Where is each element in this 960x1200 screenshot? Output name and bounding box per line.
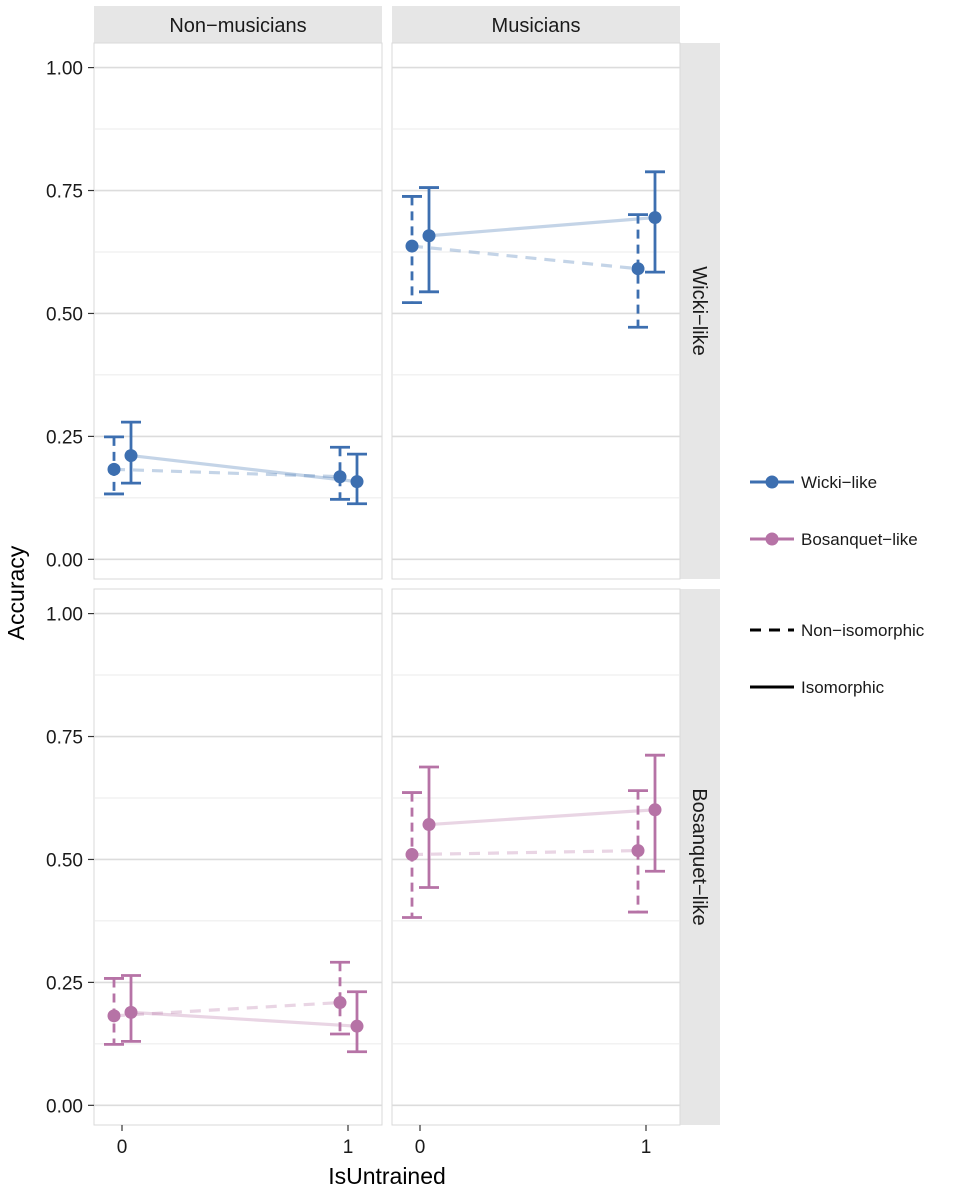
panel-data-r1-c0 xyxy=(104,960,367,1054)
legend-key-wicki-point xyxy=(765,475,779,489)
panel-background xyxy=(391,588,681,1126)
panel-background xyxy=(391,42,681,580)
data-point xyxy=(631,262,645,276)
x-tick-label: 1 xyxy=(343,1137,354,1158)
axes-layer: 0.00 0.25 0.50 0.75 1.00 0.00 0.25 0.50 0.75 1.00… xyxy=(46,59,651,1158)
panel-background xyxy=(93,588,383,1126)
panel-r1-c1 xyxy=(391,588,681,1126)
y-tick-label: 0.00 xyxy=(46,1096,83,1117)
series-errorbars xyxy=(104,960,367,1054)
y-tick-label: 0.00 xyxy=(46,550,83,571)
errorbar xyxy=(347,990,367,1054)
strip-row-bosanquet-like xyxy=(680,589,720,1125)
data-point xyxy=(107,1009,121,1023)
panel-r0-c0 xyxy=(93,42,383,580)
y-tick-label: 0.50 xyxy=(46,850,83,871)
y-tick-label: 0.25 xyxy=(46,427,83,448)
errorbar xyxy=(402,195,422,305)
strip-label-non-musicians: Non−musicians xyxy=(169,15,306,37)
x-axis-title: IsUntrained xyxy=(328,1163,446,1189)
series-line xyxy=(130,1010,358,1028)
series-errorbars xyxy=(104,420,367,506)
errorbar xyxy=(628,789,648,914)
errorbar xyxy=(645,170,665,274)
series-errorbars xyxy=(402,170,665,329)
legend: Wicki−like Bosanquet−like Non−isomorphic… xyxy=(750,473,925,697)
series-lines xyxy=(113,1000,358,1028)
data-point xyxy=(648,803,662,817)
series-lines xyxy=(411,808,656,857)
errorbar xyxy=(104,977,124,1046)
legend-label-non-isomorphic: Non−isomorphic xyxy=(801,621,925,640)
y-tick-label: 0.50 xyxy=(46,304,83,325)
data-point xyxy=(405,848,419,862)
x-tick-label: 0 xyxy=(117,1137,128,1158)
errorbar xyxy=(330,445,350,501)
x-tick-label: 1 xyxy=(641,1137,652,1158)
strip-col-musicians xyxy=(392,6,680,43)
errorbar xyxy=(628,213,648,329)
panel-r0-c1 xyxy=(391,42,681,580)
series-lines xyxy=(113,453,358,484)
panel-r1-c0 xyxy=(93,588,383,1126)
panels-layer xyxy=(93,42,681,1126)
errorbar xyxy=(645,753,665,873)
data-point xyxy=(422,229,436,243)
legend-label-isomorphic: Isomorphic xyxy=(801,678,885,697)
series-line xyxy=(130,453,358,484)
errorbar xyxy=(419,186,439,294)
panel-data-r0-c0 xyxy=(104,420,367,506)
strip-label-musicians: Musicians xyxy=(492,15,581,37)
y-tick-label: 0.75 xyxy=(46,182,83,203)
strip-row-wicki-like xyxy=(680,43,720,579)
series-line xyxy=(428,808,656,827)
legend-label-wicki-like: Wicki−like xyxy=(801,473,877,492)
legend-label-bosanquet-like: Bosanquet−like xyxy=(801,530,918,549)
errorbar xyxy=(402,791,422,919)
errorbar xyxy=(347,452,367,506)
errorbar xyxy=(104,435,124,496)
y-tick-label: 0.25 xyxy=(46,973,83,994)
panel-data-r1-c1 xyxy=(402,753,665,919)
strip-col-non-musicians xyxy=(94,6,382,43)
data-point xyxy=(631,844,645,858)
series-line xyxy=(428,215,656,238)
panel-background xyxy=(93,42,383,580)
data-point xyxy=(107,462,121,476)
y-tick-label: 1.00 xyxy=(46,605,83,626)
legend-key-bosanquet-point xyxy=(765,532,779,546)
data-point xyxy=(333,470,347,484)
series-errorbars xyxy=(402,753,665,919)
errorbar xyxy=(419,765,439,889)
data-point xyxy=(333,996,347,1010)
data-point xyxy=(124,449,138,463)
data-point xyxy=(422,818,436,832)
y-tick-label: 0.75 xyxy=(46,728,83,749)
data-point xyxy=(124,1005,138,1019)
y-axis-title: Accuracy xyxy=(3,545,29,640)
series-lines xyxy=(411,215,656,271)
x-tick-label: 0 xyxy=(415,1137,426,1158)
errorbar xyxy=(121,420,141,485)
data-point xyxy=(350,475,364,489)
strip-label-bosanquet-like: Bosanquet−like xyxy=(688,788,710,925)
data-point xyxy=(350,1019,364,1033)
y-tick-label: 1.00 xyxy=(46,59,83,80)
strip-label-wicki-like: Wicki−like xyxy=(688,266,710,355)
errorbar xyxy=(330,960,350,1036)
panel-data-r0-c1 xyxy=(402,170,665,329)
errorbar xyxy=(121,974,141,1043)
data-point xyxy=(648,211,662,225)
data-point xyxy=(405,239,419,253)
